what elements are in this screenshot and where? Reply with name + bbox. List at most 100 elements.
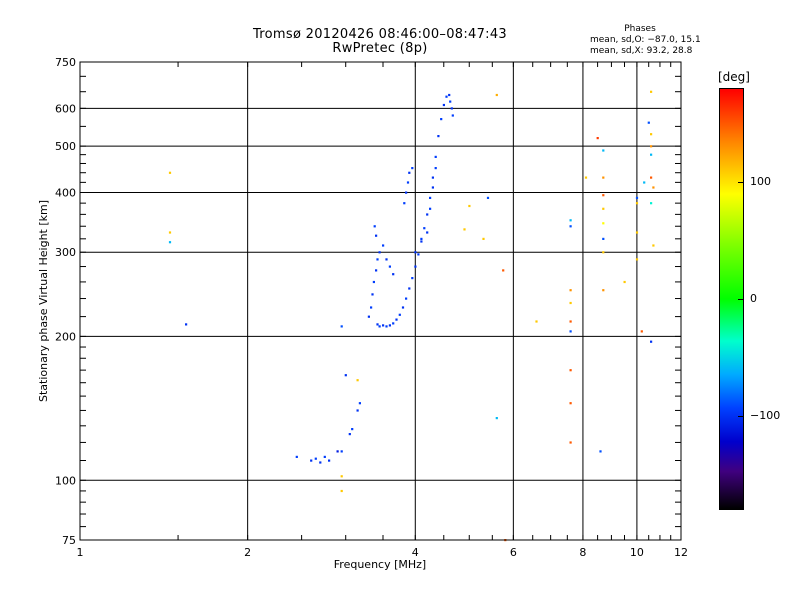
grid (80, 62, 681, 540)
data-point (375, 234, 378, 237)
data-point (414, 251, 417, 254)
data-point (392, 273, 395, 276)
data-point (502, 269, 505, 272)
data-point (356, 409, 359, 412)
data-point (652, 186, 655, 189)
data-point (635, 202, 639, 205)
data-point (650, 145, 653, 148)
x-axis-label: Frequency [MHz] (334, 558, 426, 571)
data-point (401, 306, 405, 309)
data-point (340, 489, 343, 493)
data-point (569, 441, 572, 444)
x-tick-label: 6 (510, 546, 517, 559)
data-point (468, 204, 471, 208)
data-point (328, 459, 331, 462)
data-point (405, 297, 408, 300)
data-point (449, 100, 452, 103)
data-point (652, 244, 655, 247)
data-point (650, 176, 653, 179)
x-tick-label: 10 (630, 546, 644, 559)
data-point (650, 340, 653, 343)
data-point (168, 241, 172, 244)
x-ticks: 1 2 4 6 8 10 12 (77, 62, 688, 559)
data-point (602, 222, 605, 225)
data-point (373, 225, 376, 228)
data-point (314, 457, 317, 460)
data-point (403, 202, 406, 205)
data-point (378, 251, 381, 254)
data-point (344, 374, 347, 377)
data-point (420, 240, 423, 243)
data-point (408, 287, 411, 290)
data-point (340, 325, 343, 328)
colorbar-tick-label: 100 (750, 174, 771, 188)
data-point (602, 289, 605, 292)
data-point (445, 95, 448, 98)
y-tick-label: 400 (55, 186, 76, 199)
colorbar-label: [deg] (718, 70, 750, 84)
data-point (535, 320, 538, 323)
y-tick-label: 750 (55, 56, 76, 69)
data-point (486, 196, 490, 199)
data-point (448, 93, 451, 97)
colorbar-tick-label: 0 (750, 292, 757, 305)
y-tick-label: 300 (55, 246, 76, 259)
data-point (431, 186, 434, 189)
data-point (623, 280, 626, 284)
data-point (411, 167, 414, 170)
data-point (650, 202, 653, 205)
data-point (437, 135, 440, 138)
data-point (371, 293, 374, 296)
data-point (348, 433, 351, 436)
phases-legend-line-2: mean, sd,X: 93.2, 28.8 (590, 46, 693, 56)
data-point (596, 137, 599, 140)
data-point (378, 325, 381, 328)
phases-legend-title: Phases (624, 24, 656, 34)
data-point (385, 258, 388, 261)
data-point (495, 417, 498, 420)
data-point (434, 155, 437, 158)
x-tick-label: 1 (77, 546, 84, 559)
y-axis-label: Stationary phase Virtual Height [km] (37, 200, 50, 402)
data-point (398, 313, 401, 316)
data-point (569, 320, 572, 323)
y-tick-label: 500 (55, 140, 76, 153)
data-points (168, 90, 655, 542)
data-point (599, 450, 602, 453)
data-point (602, 194, 605, 197)
data-point (406, 181, 410, 184)
colorbar-tick-mark (738, 299, 744, 300)
data-point (168, 231, 172, 234)
data-point (382, 244, 385, 247)
data-point (569, 301, 572, 305)
data-point (602, 251, 605, 254)
data-point (310, 459, 313, 462)
data-point (440, 118, 443, 121)
data-point (358, 402, 361, 405)
data-point (463, 228, 466, 231)
data-point (643, 181, 646, 184)
data-point (388, 324, 391, 327)
data-point (635, 258, 639, 261)
data-point (450, 107, 453, 110)
plot-frame (79, 61, 682, 541)
colorbar-tick-mark (738, 181, 744, 183)
data-point (650, 153, 653, 156)
data-point (417, 253, 420, 256)
data-point (414, 265, 417, 268)
data-point (584, 176, 588, 179)
data-point (372, 280, 375, 284)
colorbar-tick-label: −100 (750, 409, 781, 423)
data-point (356, 379, 359, 382)
data-point (185, 323, 188, 326)
y-tick-label: 75 (62, 534, 76, 547)
data-point (405, 191, 408, 194)
data-point (635, 231, 639, 234)
x-tick-label: 4 (412, 546, 419, 559)
y-tick-label: 100 (55, 474, 76, 487)
chart-title: Tromsø 20120426 08:46:00–08:47:43 (252, 27, 508, 42)
data-point (429, 196, 432, 199)
data-point (340, 475, 343, 478)
data-point (569, 402, 572, 405)
data-point (295, 455, 298, 458)
